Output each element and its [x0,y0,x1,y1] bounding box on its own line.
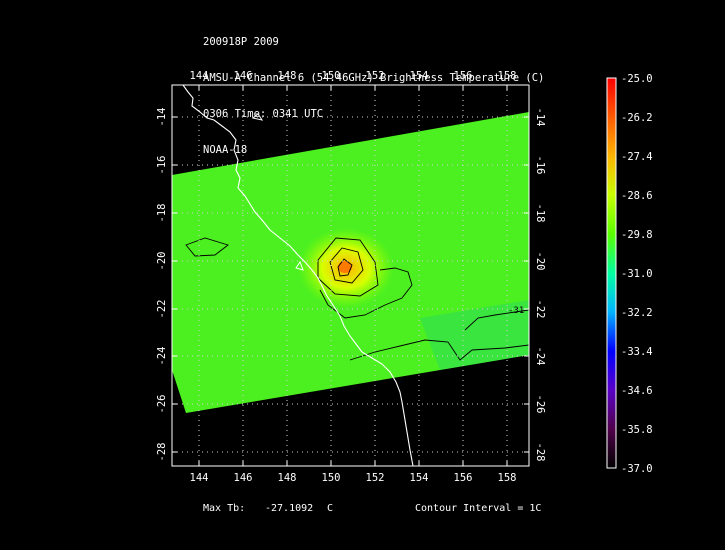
lon-label-bottom: 148 [278,472,297,484]
lon-label-top: 156 [454,70,473,82]
max-tb-label: Max Tb: [203,503,246,514]
lat-label-left: -22 [156,300,168,319]
lon-label-bottom: 154 [410,472,429,484]
lat-label-right: -18 [534,204,546,223]
lat-label-right: -24 [534,347,546,366]
lon-label-bottom: 146 [234,472,253,484]
coastal-island [251,113,264,121]
map-frame [171,84,530,467]
lat-label-left: -18 [156,204,168,223]
lat-label-left: -16 [156,156,168,175]
colorbar-label: -31.0 [621,268,653,280]
lon-label-top: 152 [366,70,385,82]
coastal-island [295,260,304,271]
colorbar-label: -33.4 [621,346,653,358]
colorbar-label: -27.4 [621,151,653,163]
lon-label-top: 150 [322,70,341,82]
lat-label-left: -28 [156,443,168,462]
colorbar-label: -28.6 [621,190,653,202]
colorbar [606,77,617,469]
lon-label-bottom: 144 [190,472,209,484]
max-tb-unit: C [327,503,334,514]
warm-core-center [338,261,352,273]
title-line-1: 200918P 2009 [203,36,279,48]
colorbar-label: -25.0 [621,73,653,85]
frame-ticks [172,85,529,466]
lat-label-left: -14 [156,108,168,127]
lon-label-top: 144 [190,70,209,82]
lat-label-left: -26 [156,395,168,414]
colorbar-label: -26.2 [621,112,653,124]
max-tb-value: -27.1092 [265,503,314,514]
lon-label-top: 154 [410,70,429,82]
coastline [182,85,414,466]
lon-label-bottom: 156 [454,472,473,484]
lat-label-right: -20 [534,252,546,271]
colorbar-label: -35.8 [621,424,653,436]
lat-label-right: -22 [534,300,546,319]
title-block: 200918P 2009 AMSU-A Channel 6 (54.46GHz)… [203,12,544,168]
lon-label-bottom: 158 [498,472,517,484]
swath-cool-region [420,300,529,370]
lon-label-top: 146 [234,70,253,82]
lon-label-bottom: 150 [322,472,341,484]
lat-label-right: -14 [534,108,546,127]
lat-label-right: -26 [534,395,546,414]
lat-label-right: -16 [534,156,546,175]
lat-label-left: -24 [156,347,168,366]
lon-label-top: 148 [278,70,297,82]
title-line-4: NOAA-18 [203,144,248,156]
contour-lines [185,237,529,361]
lat-label-right: -28 [534,443,546,462]
lon-label-top: 158 [498,70,517,82]
title-line-2: AMSU-A Channel 6 (54.46GHz) Brightness T… [203,72,545,84]
colorbar-label: -32.2 [621,307,653,319]
contour-value-label: -31 [508,306,524,316]
colorbar-label: -37.0 [621,463,653,475]
lat-label-left: -20 [156,252,168,271]
colorbar-label: -34.6 [621,385,653,397]
lat-lon-grid [172,85,529,466]
contour-interval: Contour Interval = 1C [415,503,542,514]
lon-label-bottom: 152 [366,472,385,484]
colorbar-label: -29.8 [621,229,653,241]
